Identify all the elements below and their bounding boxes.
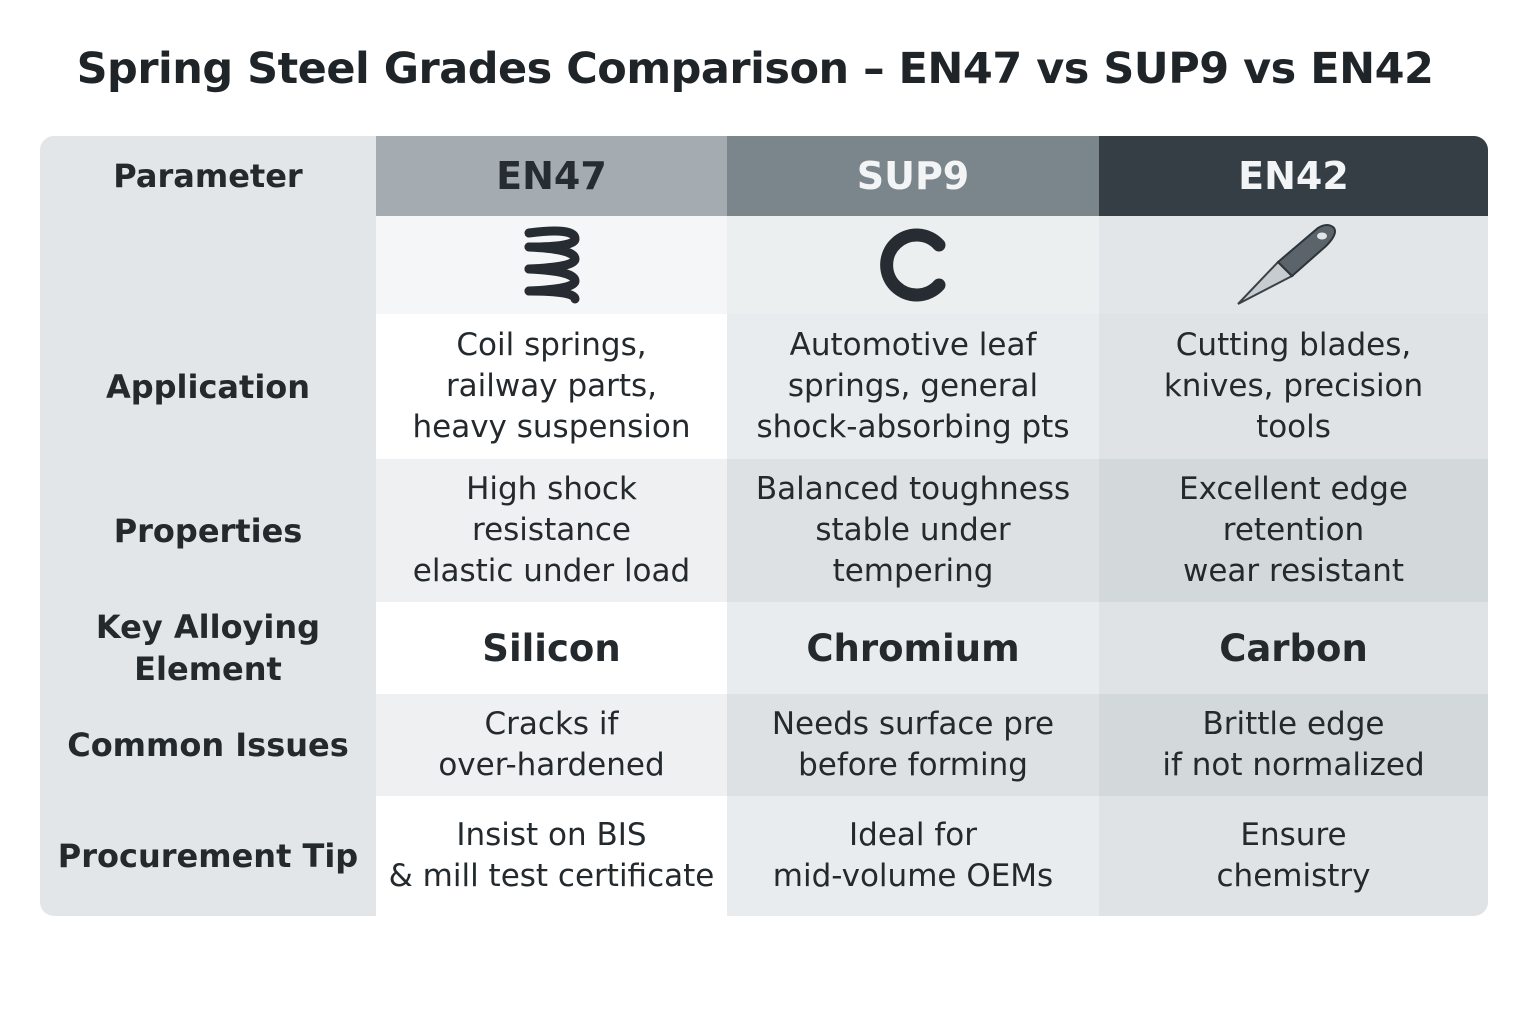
cell-procurement-en47: Insist on BIS & mill test certificate — [376, 796, 727, 916]
header-parameter: Parameter — [40, 136, 376, 216]
cell-procurement-sup9: Ideal for mid-volume OEMs — [727, 796, 1099, 916]
cell-element-en42: Carbon — [1099, 602, 1488, 694]
coil-spring-icon — [376, 216, 727, 314]
blade-knife-icon — [1099, 216, 1488, 314]
cell-procurement-en42: Ensure chemistry — [1099, 796, 1488, 916]
cell-properties-en47: High shock resistance elastic under load — [376, 459, 727, 602]
header-en42: EN42 — [1099, 136, 1488, 216]
cell-element-en47: Silicon — [376, 602, 727, 694]
cell-properties-sup9: Balanced toughness stable under tempering — [727, 459, 1099, 602]
page-title: Spring Steel Grades Comparison – EN47 vs… — [76, 44, 1434, 94]
cell-issues-sup9: Needs surface pre before forming — [727, 694, 1099, 796]
comparison-table: Parameter EN47 SUP9 EN42 Application Coi — [40, 136, 1488, 916]
leaf-spring-c-icon — [727, 216, 1099, 314]
row-label-key-alloying-element: Key Alloying Element — [40, 602, 376, 694]
icon-row-label — [40, 216, 376, 314]
cell-application-en47: Coil springs, railway parts, heavy suspens… — [376, 314, 727, 459]
cell-application-sup9: Automotive leaf springs, general shock-abs… — [727, 314, 1099, 459]
cell-issues-en42: Brittle edge if not normalized — [1099, 694, 1488, 796]
header-en47: EN47 — [376, 136, 727, 216]
row-label-properties: Properties — [40, 459, 376, 602]
cell-application-en42: Cutting blades, knives, precision tools — [1099, 314, 1488, 459]
row-label-procurement-tip: Procurement Tip — [40, 796, 376, 916]
row-label-application: Application — [40, 314, 376, 459]
cell-properties-en42: Excellent edge retention wear resistant — [1099, 459, 1488, 602]
row-label-common-issues: Common Issues — [40, 694, 376, 796]
cell-issues-en47: Cracks if over-hardened — [376, 694, 727, 796]
cell-element-sup9: Chromium — [727, 602, 1099, 694]
header-sup9: SUP9 — [727, 136, 1099, 216]
